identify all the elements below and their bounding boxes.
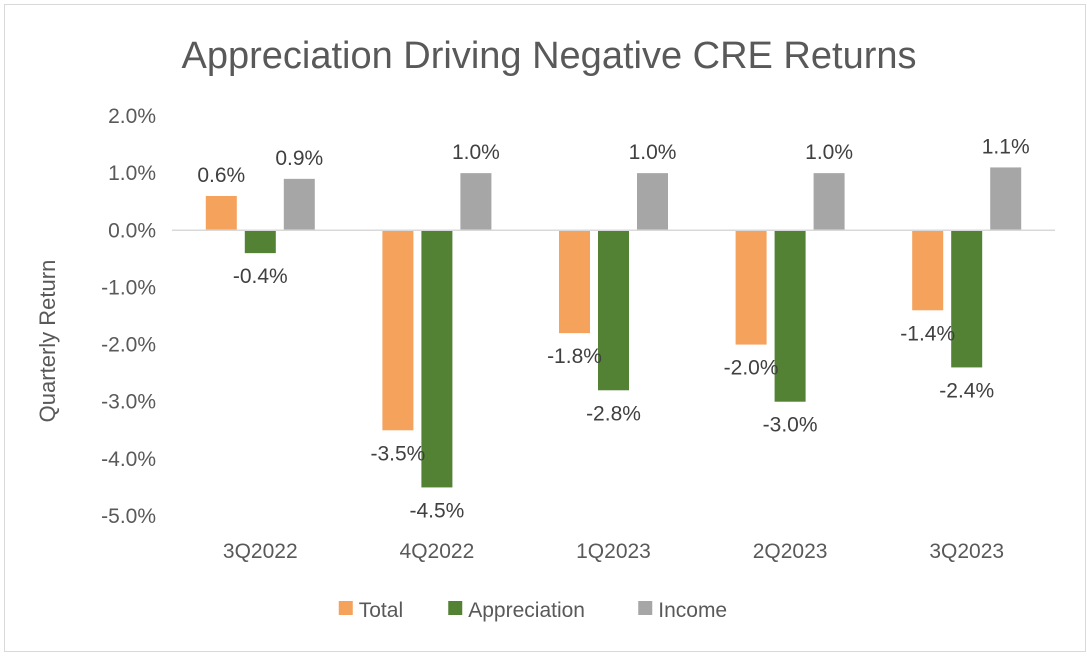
y-tick-label: -5.0% bbox=[101, 505, 156, 528]
bar-total bbox=[382, 230, 414, 431]
data-label-total: -1.4% bbox=[900, 322, 955, 345]
y-tick-label: -1.0% bbox=[101, 276, 156, 299]
bars bbox=[205, 167, 1022, 488]
x-tick-label: 3Q2022 bbox=[223, 540, 298, 563]
bar-appreciation bbox=[774, 230, 806, 402]
y-tick-label: -2.0% bbox=[101, 334, 156, 357]
data-label-total: 0.6% bbox=[197, 164, 245, 187]
data-label-income: 1.0% bbox=[452, 141, 500, 164]
data-label-income: 0.9% bbox=[275, 147, 323, 170]
chart-title: Appreciation Driving Negative CRE Return… bbox=[182, 35, 917, 77]
y-tick-label: 1.0% bbox=[108, 162, 156, 185]
data-label-appreciation: -3.0% bbox=[763, 414, 818, 437]
legend-swatch-income bbox=[638, 601, 653, 615]
bar-appreciation bbox=[244, 230, 276, 254]
data-labels: 0.6% -0.4% 0.9% -3.5% -4.5% 1.0% -1.8% -2.8% 1.0… bbox=[197, 135, 1029, 522]
legend-swatch-appreciation bbox=[448, 601, 463, 615]
legend-swatch-total bbox=[338, 601, 353, 615]
data-label-income: 1.0% bbox=[629, 141, 677, 164]
data-label-total: -2.0% bbox=[724, 357, 779, 380]
bar-income bbox=[813, 173, 845, 231]
y-axis-title: Quarterly Return bbox=[35, 260, 60, 423]
bar-total bbox=[735, 230, 767, 345]
x-tick-label: 2Q2023 bbox=[753, 540, 828, 563]
y-tick-label: 0.0% bbox=[108, 219, 156, 242]
y-tick-label: -3.0% bbox=[101, 391, 156, 414]
data-label-income: 1.1% bbox=[982, 135, 1030, 158]
y-tick-label: -4.0% bbox=[101, 448, 156, 471]
bar-income bbox=[637, 173, 668, 231]
x-tick-label: 4Q2022 bbox=[400, 540, 475, 563]
y-tick-label: 2.0% bbox=[108, 105, 156, 128]
data-label-total: -3.5% bbox=[370, 442, 425, 465]
x-axis-ticks: 3Q2022 4Q2022 1Q2023 2Q2023 3Q2023 bbox=[223, 540, 1004, 563]
x-tick-label: 1Q2023 bbox=[576, 540, 651, 563]
bar-income bbox=[460, 173, 492, 231]
bar-income bbox=[990, 167, 1022, 231]
bar-income bbox=[283, 178, 315, 231]
legend: Total Appreciation Income bbox=[338, 599, 727, 622]
x-tick-label: 3Q2023 bbox=[929, 540, 1004, 563]
bar-appreciation bbox=[598, 230, 629, 391]
bar-appreciation bbox=[951, 230, 983, 368]
y-axis-ticks: 2.0% 1.0% 0.0% -1.0% -2.0% -3.0% -4.0% -5.0% bbox=[101, 105, 156, 528]
bar-total bbox=[559, 230, 590, 334]
bar-total bbox=[912, 230, 944, 311]
data-label-appreciation: -2.8% bbox=[586, 402, 641, 425]
data-label-appreciation: -4.5% bbox=[409, 499, 464, 522]
data-label-income: 1.0% bbox=[805, 141, 853, 164]
bar-total bbox=[205, 196, 237, 231]
legend-label-income: Income bbox=[658, 599, 727, 622]
data-label-appreciation: -0.4% bbox=[233, 265, 288, 288]
chart-frame bbox=[4, 4, 1086, 652]
bar-appreciation bbox=[421, 230, 453, 488]
data-label-total: -1.8% bbox=[547, 345, 602, 368]
legend-label-total: Total bbox=[359, 599, 403, 622]
data-label-appreciation: -2.4% bbox=[939, 379, 994, 402]
legend-label-appreciation: Appreciation bbox=[468, 599, 585, 622]
